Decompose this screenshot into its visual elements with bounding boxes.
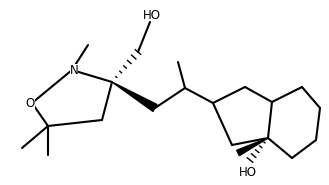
Text: HO: HO <box>143 9 161 21</box>
Text: O: O <box>25 97 35 110</box>
Text: HO: HO <box>239 166 257 179</box>
Polygon shape <box>237 138 268 156</box>
Polygon shape <box>112 82 157 111</box>
Text: N: N <box>70 63 78 77</box>
